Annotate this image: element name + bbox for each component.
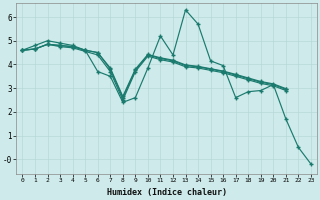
X-axis label: Humidex (Indice chaleur): Humidex (Indice chaleur) [107,188,227,197]
